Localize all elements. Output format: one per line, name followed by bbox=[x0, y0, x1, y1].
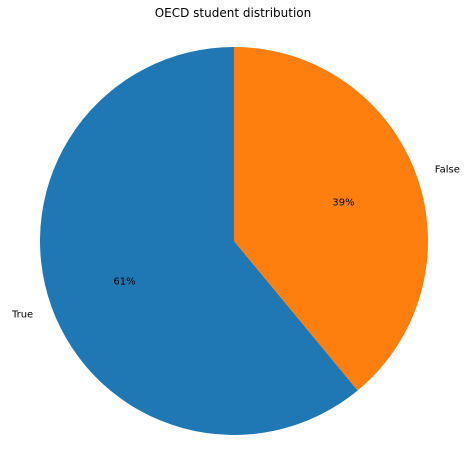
pie-labels: 61% True 39% False bbox=[11, 165, 460, 321]
pie-slices bbox=[40, 47, 429, 435]
pct-label-false: 39% bbox=[332, 198, 354, 209]
pie-slice-true bbox=[40, 47, 358, 435]
pie-slice-false bbox=[234, 47, 429, 391]
slice-label-true: True bbox=[11, 309, 33, 320]
chart-title: OECD student distribution bbox=[155, 6, 312, 20]
slice-label-false: False bbox=[435, 165, 460, 176]
pct-label-true: 61% bbox=[113, 276, 135, 287]
